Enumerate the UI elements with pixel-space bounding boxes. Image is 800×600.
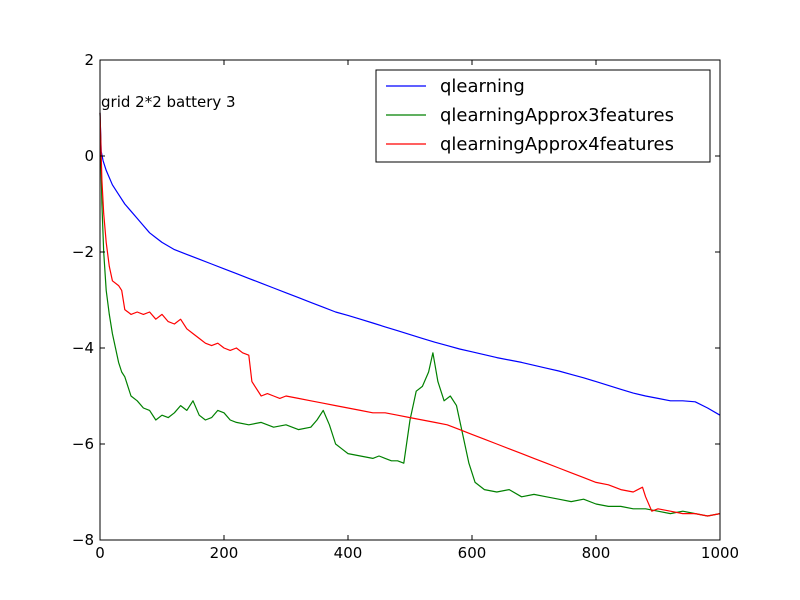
x-tick-label: 400 [334, 544, 363, 562]
series-layer [99, 112, 721, 517]
y-tick-label: −2 [72, 243, 94, 261]
legend-box [375, 69, 711, 163]
y-tick-label: 0 [84, 147, 94, 165]
legend-label-qlearningapprox4features: qlearningApprox4features [440, 134, 674, 155]
series-line-qlearningapprox3features [99, 112, 721, 517]
series-line-qlearning [99, 112, 721, 416]
x-tick-label: 0 [95, 544, 105, 562]
plot-frame [99, 59, 721, 541]
chart-annotation: grid 2*2 battery 3 [101, 93, 236, 111]
y-tick-label: −8 [72, 531, 94, 549]
y-tick-label: −4 [72, 339, 94, 357]
legend: qlearning qlearningApprox3features qlear… [375, 69, 711, 163]
x-tick-label: 1000 [701, 544, 739, 562]
legend-label-qlearningapprox3features: qlearningApprox3features [440, 105, 674, 126]
x-tick-label: 800 [582, 544, 611, 562]
y-tick-label: 2 [84, 51, 94, 69]
x-tick-label: 600 [458, 544, 487, 562]
y-tick-label: −6 [72, 435, 94, 453]
tick-layer: 0 200 400 600 800 1000 2 0 −2 −4 −6 −8 [72, 51, 739, 562]
x-tick-label: 200 [210, 544, 239, 562]
legend-label-qlearning: qlearning [440, 76, 525, 97]
series-line-qlearningapprox4features [99, 112, 721, 517]
